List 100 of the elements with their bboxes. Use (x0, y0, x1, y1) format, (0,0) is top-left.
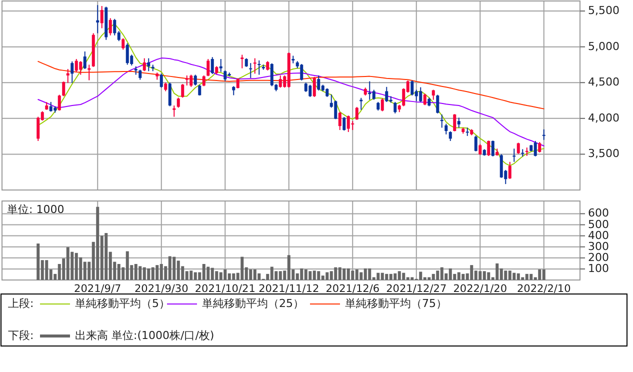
bar (432, 274, 435, 280)
bar (172, 256, 176, 280)
candlestick (240, 54, 244, 69)
bar (278, 271, 282, 280)
legend: 下段: 出来高 単位:(1000株/口/枚) (8, 329, 214, 342)
bar (117, 264, 120, 280)
y-tick-label: 400 (588, 228, 609, 242)
candlestick (66, 68, 70, 84)
bar (66, 247, 70, 280)
y-tick-label: 300 (588, 240, 609, 253)
candlestick (224, 70, 227, 82)
bar (253, 270, 256, 280)
y-tick-label: 5,000 (588, 40, 620, 53)
bar (206, 266, 210, 280)
line-series (38, 60, 544, 110)
bar (487, 272, 490, 280)
candlestick (534, 140, 537, 157)
bar (482, 271, 486, 280)
bar (312, 270, 316, 280)
candlestick (249, 62, 252, 78)
candlestick (168, 82, 172, 107)
bar (364, 268, 367, 280)
candlestick (410, 80, 414, 96)
bar (496, 263, 499, 280)
candlestick (436, 94, 440, 114)
bar (398, 271, 401, 280)
candlestick (83, 50, 86, 70)
x-tick-label: 2021/12/6 (326, 283, 380, 295)
bar (270, 266, 274, 280)
bar (304, 270, 308, 280)
bar (478, 271, 482, 280)
y-tick-label: 500 (588, 218, 609, 231)
bar (258, 273, 261, 280)
candlestick (444, 123, 448, 135)
candlestick (258, 60, 261, 76)
bar (156, 265, 159, 280)
bar (368, 268, 372, 280)
candlestick (380, 98, 384, 112)
candlestick (385, 86, 388, 102)
y-tick-label: 100 (588, 262, 609, 275)
legend-label: 出来高 単位:(1000株/口/枚) (75, 329, 214, 342)
bar (402, 272, 406, 280)
bar (96, 206, 100, 280)
candlestick (236, 78, 240, 89)
bar (462, 274, 465, 280)
bar (228, 273, 231, 280)
bar (142, 267, 146, 280)
candlestick (512, 148, 516, 162)
candlestick (219, 58, 222, 72)
bar (380, 272, 384, 280)
bar (300, 268, 304, 280)
bar (504, 270, 508, 280)
x-tick-label: 2021/10/21 (194, 283, 256, 295)
candlestick (100, 6, 104, 29)
bar (376, 272, 380, 280)
candlestick (126, 42, 129, 66)
candlestick (172, 105, 176, 118)
candlestick (372, 89, 376, 100)
candlestick (525, 147, 528, 156)
bar (83, 262, 86, 280)
x-tick-label: 2021/12/27 (386, 283, 447, 295)
bar (457, 272, 460, 280)
bar (224, 270, 227, 280)
bar (410, 277, 414, 280)
bar (346, 268, 350, 280)
candlestick (453, 114, 456, 132)
candlestick (491, 140, 494, 157)
candlestick (232, 86, 236, 96)
candlestick (355, 106, 358, 120)
candlestick (508, 161, 512, 180)
candlestick (457, 117, 460, 128)
bar (190, 270, 193, 280)
candlestick (432, 89, 435, 100)
candlestick (194, 74, 197, 86)
candlestick (202, 74, 206, 87)
annotation: 単位: 1000 (7, 203, 64, 216)
bar (542, 270, 546, 280)
bar (508, 270, 512, 280)
bar (512, 272, 516, 280)
x-tick-label: 2022/2/10 (516, 283, 571, 295)
candlestick (79, 60, 82, 76)
candlestick (394, 101, 397, 114)
candlestick (49, 101, 52, 112)
candlestick (346, 115, 350, 133)
candlestick (62, 81, 66, 97)
bar (249, 270, 252, 280)
bar (176, 260, 180, 280)
y-tick-label: 4,500 (588, 76, 620, 89)
bar (525, 274, 528, 280)
candlestick (74, 58, 78, 72)
bar (326, 272, 329, 280)
bar (168, 256, 172, 280)
bar (394, 273, 397, 280)
bar (342, 268, 346, 280)
candlestick (342, 116, 346, 132)
bar (538, 270, 542, 280)
candlestick (334, 100, 338, 120)
candlestick (36, 116, 40, 142)
bar (334, 267, 338, 280)
bar (240, 256, 244, 280)
